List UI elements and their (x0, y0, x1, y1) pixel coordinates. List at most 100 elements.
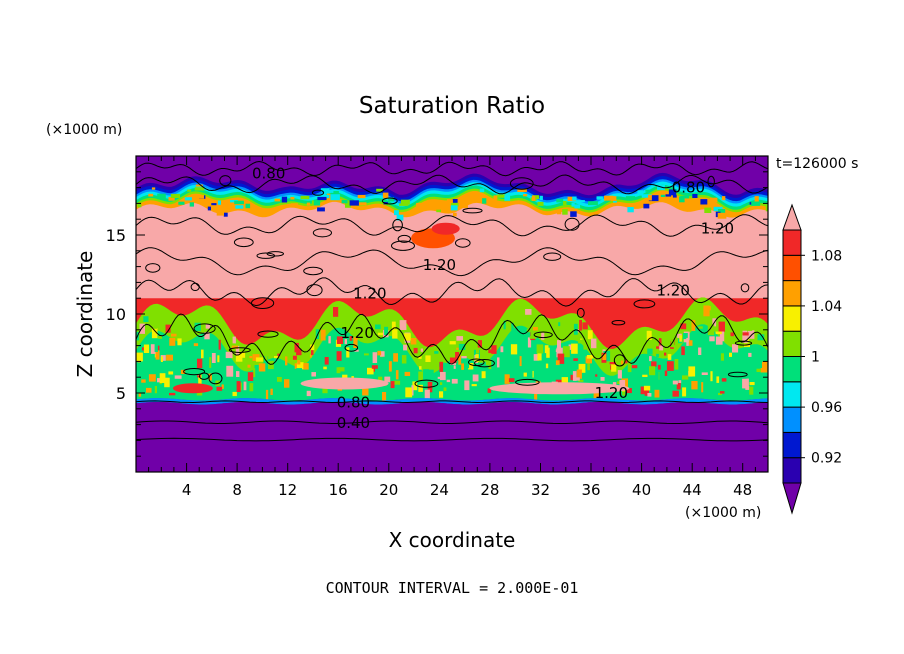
contour-closed (707, 175, 715, 188)
contour-closed (727, 371, 748, 378)
field-speckle (223, 212, 228, 217)
contour-label: 1.20 (656, 281, 689, 299)
field-speckle (500, 346, 504, 353)
field-speckle (354, 349, 359, 352)
field-speckle (617, 381, 621, 384)
field-speckle (169, 392, 176, 396)
field-speckle (479, 188, 485, 193)
y-axis-title: Z coordinate (73, 251, 97, 378)
x-tick-label: 32 (531, 481, 550, 499)
field-speckle (691, 381, 698, 390)
field-speckle (193, 343, 199, 347)
field-speckle (583, 343, 589, 350)
field-speckle (571, 202, 575, 207)
field-speckle (391, 321, 396, 330)
field-speckle (245, 203, 251, 209)
field-speckle (155, 350, 160, 360)
field-speckle (510, 344, 518, 355)
contour-label: 0.40 (337, 414, 370, 432)
field-speckle (665, 194, 672, 197)
field-speckle (573, 358, 578, 361)
field-speckle (263, 356, 269, 368)
field-speckle (265, 350, 268, 361)
contour-closed (474, 359, 495, 368)
field-speckle (420, 348, 423, 352)
field-speckle (150, 344, 156, 354)
field-speckle (306, 202, 311, 206)
field-speckle (473, 349, 480, 358)
field-speckle (655, 367, 662, 379)
contour-lower (136, 437, 768, 442)
field-speckle (234, 200, 244, 205)
field-speckle (404, 371, 411, 376)
field-speckle (354, 360, 357, 366)
field-speckle (718, 392, 722, 396)
field-speckle (274, 356, 279, 359)
field-speckle (322, 386, 328, 394)
field-speckle (254, 365, 261, 375)
field-speckle (451, 202, 459, 207)
field-speckle (504, 195, 511, 201)
contour-lines (136, 160, 768, 442)
field-speckle (640, 386, 647, 395)
field-speckle (529, 370, 533, 378)
field-speckle (742, 335, 748, 343)
field-speckle (349, 336, 353, 341)
field-speckle (297, 360, 301, 365)
field-speckle (413, 347, 418, 354)
field-speckle (742, 378, 749, 389)
field-speckle (668, 189, 677, 196)
field-speckle (676, 383, 681, 390)
field-speckle (620, 360, 624, 365)
field-speckle (416, 202, 426, 207)
field-speckle (399, 320, 407, 330)
contour-closed (303, 266, 324, 276)
field-speckle (747, 330, 755, 339)
field-speckle (309, 354, 312, 358)
field-speckle (626, 388, 632, 394)
field-speckle (707, 324, 715, 336)
field-speckle (170, 193, 180, 198)
field-speckle (157, 193, 166, 200)
contour-label: 1.20 (595, 384, 628, 402)
field-speckle (400, 199, 410, 205)
field-speckle (166, 354, 173, 361)
colorbar-swatch (782, 381, 802, 408)
field-speckle (508, 378, 515, 383)
field-speckle (475, 354, 479, 362)
field-speckle (440, 382, 443, 385)
contour-label: 1.20 (353, 285, 386, 303)
red-blob (431, 222, 460, 235)
field-speckle (446, 199, 453, 203)
colorbar-bottom-arrow (782, 482, 802, 515)
contour-closed (381, 197, 398, 205)
field-speckle (141, 379, 146, 383)
field-speckle (284, 379, 290, 388)
field-speckle (757, 334, 765, 341)
field-speckle (557, 353, 565, 364)
field-speckle (180, 369, 186, 374)
field-speckle (410, 338, 417, 345)
contour-closed (311, 189, 325, 196)
field-speckle (648, 194, 652, 201)
colorbar-swatch (782, 457, 802, 484)
field-speckle (754, 196, 759, 202)
field-speckle (541, 332, 545, 340)
field-speckle (424, 389, 430, 401)
contour-closed (306, 284, 323, 297)
field-speckle (651, 361, 657, 367)
contour-label: 0.80 (252, 164, 285, 182)
field-speckle (544, 345, 549, 354)
plot-field (136, 156, 768, 472)
field-speckle (235, 205, 244, 209)
field-speckle (602, 354, 607, 360)
contour-interval-note: CONTOUR INTERVAL = 2.000E-01 (326, 579, 579, 597)
x-tick-label: 36 (581, 481, 600, 499)
field-speckle (647, 348, 653, 355)
field-speckle (678, 380, 682, 384)
field-speckle (721, 378, 727, 382)
field-speckle (221, 384, 224, 389)
x-unit-label: (×1000 m) (685, 505, 761, 521)
field-speckle (427, 369, 434, 379)
contour-closed (397, 234, 411, 243)
